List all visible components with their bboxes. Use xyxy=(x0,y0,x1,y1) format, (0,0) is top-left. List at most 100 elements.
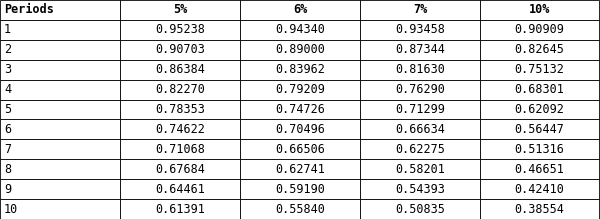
Bar xyxy=(240,179,360,199)
Bar xyxy=(360,0,480,20)
Text: 0.83962: 0.83962 xyxy=(275,63,325,76)
Text: 0.71299: 0.71299 xyxy=(395,103,445,116)
Bar xyxy=(480,159,599,179)
Bar xyxy=(0,60,120,80)
Text: 7%: 7% xyxy=(413,4,427,16)
Text: 10%: 10% xyxy=(529,4,550,16)
Text: 0.86384: 0.86384 xyxy=(155,63,205,76)
Bar xyxy=(0,40,120,60)
Bar xyxy=(480,119,599,139)
Text: 3: 3 xyxy=(4,63,11,76)
Bar xyxy=(120,119,240,139)
Bar xyxy=(120,0,240,20)
Bar xyxy=(480,80,599,100)
Bar xyxy=(240,60,360,80)
Text: 0.59190: 0.59190 xyxy=(275,183,325,196)
Bar xyxy=(360,80,480,100)
Bar xyxy=(0,139,120,159)
Text: 6%: 6% xyxy=(293,4,307,16)
Bar xyxy=(0,100,120,119)
Bar xyxy=(480,20,599,40)
Bar xyxy=(240,0,360,20)
Text: 0.51316: 0.51316 xyxy=(515,143,565,156)
Bar xyxy=(360,40,480,60)
Bar xyxy=(0,0,120,20)
Bar xyxy=(120,40,240,60)
Text: 0.56447: 0.56447 xyxy=(515,123,565,136)
Text: 0.82645: 0.82645 xyxy=(515,43,565,56)
Bar xyxy=(0,159,120,179)
Bar xyxy=(480,139,599,159)
Bar xyxy=(240,199,360,219)
Text: 0.67684: 0.67684 xyxy=(155,163,205,176)
Text: 0.66506: 0.66506 xyxy=(275,143,325,156)
Text: Periods: Periods xyxy=(4,4,54,16)
Text: 1: 1 xyxy=(4,23,11,36)
Bar xyxy=(120,80,240,100)
Text: 8: 8 xyxy=(4,163,11,176)
Text: 0.95238: 0.95238 xyxy=(155,23,205,36)
Bar xyxy=(360,60,480,80)
Bar xyxy=(360,119,480,139)
Text: 0.76290: 0.76290 xyxy=(395,83,445,96)
Text: 0.68301: 0.68301 xyxy=(515,83,565,96)
Text: 0.75132: 0.75132 xyxy=(515,63,565,76)
Bar xyxy=(120,20,240,40)
Bar xyxy=(360,159,480,179)
Text: 0.62741: 0.62741 xyxy=(275,163,325,176)
Text: 0.74622: 0.74622 xyxy=(155,123,205,136)
Bar xyxy=(0,80,120,100)
Bar xyxy=(240,100,360,119)
Text: 0.78353: 0.78353 xyxy=(155,103,205,116)
Bar xyxy=(360,20,480,40)
Bar xyxy=(120,60,240,80)
Text: 2: 2 xyxy=(4,43,11,56)
Text: 0.89000: 0.89000 xyxy=(275,43,325,56)
Text: 0.82270: 0.82270 xyxy=(155,83,205,96)
Text: 0.38554: 0.38554 xyxy=(515,203,565,215)
Bar xyxy=(360,100,480,119)
Text: 0.90703: 0.90703 xyxy=(155,43,205,56)
Text: 6: 6 xyxy=(4,123,11,136)
Text: 0.94340: 0.94340 xyxy=(275,23,325,36)
Text: 0.46651: 0.46651 xyxy=(515,163,565,176)
Text: 0.50835: 0.50835 xyxy=(395,203,445,215)
Text: 4: 4 xyxy=(4,83,11,96)
Bar xyxy=(240,40,360,60)
Bar xyxy=(120,179,240,199)
Bar xyxy=(480,100,599,119)
Bar xyxy=(240,20,360,40)
Text: 0.55840: 0.55840 xyxy=(275,203,325,215)
Text: 0.42410: 0.42410 xyxy=(515,183,565,196)
Bar xyxy=(240,80,360,100)
Bar xyxy=(240,159,360,179)
Bar xyxy=(240,139,360,159)
Text: 0.87344: 0.87344 xyxy=(395,43,445,56)
Bar xyxy=(120,139,240,159)
Text: 5: 5 xyxy=(4,103,11,116)
Text: 5%: 5% xyxy=(173,4,187,16)
Text: 0.74726: 0.74726 xyxy=(275,103,325,116)
Text: 0.61391: 0.61391 xyxy=(155,203,205,215)
Bar xyxy=(240,119,360,139)
Text: 0.70496: 0.70496 xyxy=(275,123,325,136)
Bar xyxy=(0,179,120,199)
Text: 0.90909: 0.90909 xyxy=(515,23,565,36)
Bar xyxy=(360,179,480,199)
Bar xyxy=(480,179,599,199)
Bar xyxy=(0,20,120,40)
Text: 0.71068: 0.71068 xyxy=(155,143,205,156)
Bar xyxy=(360,139,480,159)
Bar xyxy=(480,199,599,219)
Text: 0.93458: 0.93458 xyxy=(395,23,445,36)
Text: 9: 9 xyxy=(4,183,11,196)
Bar xyxy=(480,60,599,80)
Text: 0.62275: 0.62275 xyxy=(395,143,445,156)
Bar xyxy=(120,199,240,219)
Text: 0.54393: 0.54393 xyxy=(395,183,445,196)
Text: 0.62092: 0.62092 xyxy=(515,103,565,116)
Bar xyxy=(120,159,240,179)
Bar xyxy=(0,119,120,139)
Text: 7: 7 xyxy=(4,143,11,156)
Text: 0.79209: 0.79209 xyxy=(275,83,325,96)
